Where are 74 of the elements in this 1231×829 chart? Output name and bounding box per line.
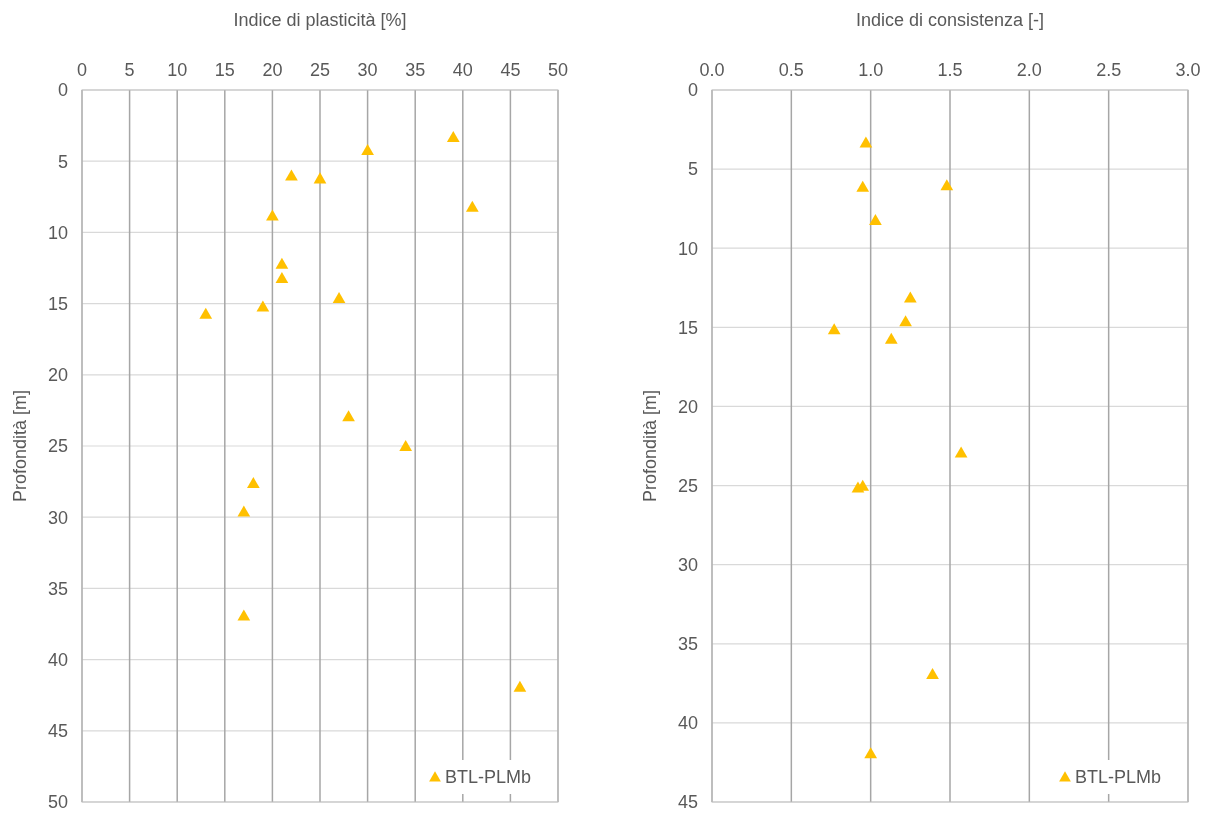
y-tick-label: 35 <box>677 634 698 655</box>
x-tick-label: 2.0 <box>1016 60 1042 80</box>
y-tick-label: 35 <box>47 578 68 599</box>
y-axis-title: Profondità [m] <box>10 389 30 503</box>
y-tick-label: 45 <box>677 792 698 813</box>
point <box>361 143 374 155</box>
point <box>513 680 527 692</box>
point <box>285 169 298 181</box>
x-tick-label: 5 <box>124 60 135 80</box>
point <box>827 323 841 335</box>
y-tick-label: 50 <box>47 792 68 813</box>
point <box>399 440 413 452</box>
point <box>247 477 260 489</box>
x-tick-label: 25 <box>309 60 331 80</box>
point <box>266 209 279 221</box>
x-axis-title: Indice di plasticità [%] <box>233 10 407 30</box>
y-tick-label: 5 <box>57 151 68 172</box>
y-tick-label: 20 <box>47 365 68 386</box>
point <box>332 291 346 303</box>
y-tick-label: 10 <box>677 238 698 259</box>
y-tick-label: 20 <box>677 396 698 417</box>
point <box>342 410 355 422</box>
x-tick-label: 15 <box>214 60 235 80</box>
point <box>275 272 289 284</box>
legend-label: BTL-PLMb <box>445 767 532 787</box>
y-tick-label: 45 <box>47 721 68 742</box>
y-tick-label: 30 <box>677 554 698 575</box>
x-axis-title: Indice di consistenza [-] <box>855 10 1045 30</box>
y-tick-label: 25 <box>47 436 68 457</box>
y-tick-label: 0 <box>687 80 698 101</box>
point <box>275 257 289 269</box>
point <box>465 200 479 212</box>
point <box>940 179 954 191</box>
point <box>884 332 898 344</box>
point <box>859 136 873 148</box>
y-tick-label: 10 <box>47 222 68 243</box>
x-tick-label: 40 <box>452 60 473 80</box>
y-axis-title: Profondità [m] <box>640 389 660 503</box>
x-tick-label: 50 <box>547 60 569 80</box>
x-tick-label: 20 <box>262 60 283 80</box>
point <box>313 172 327 184</box>
point <box>869 213 882 225</box>
y-tick-label: 15 <box>47 293 68 314</box>
x-tick-label: 30 <box>357 60 378 80</box>
point <box>903 291 917 303</box>
point <box>856 180 870 192</box>
point <box>199 307 213 319</box>
point <box>926 668 939 680</box>
point <box>851 481 865 493</box>
x-tick-label: 1.5 <box>937 60 963 80</box>
y-tick-label: 30 <box>47 507 68 528</box>
y-tick-label: 40 <box>677 713 698 734</box>
point <box>256 300 270 312</box>
y-tick-label: 15 <box>677 317 698 338</box>
x-tick-label: 0.0 <box>699 60 725 80</box>
x-tick-label: 1.0 <box>858 60 884 80</box>
x-tick-label: 0.5 <box>778 60 804 80</box>
point <box>899 315 912 327</box>
y-tick-label: 5 <box>687 159 698 180</box>
x-tick-label: 45 <box>500 60 521 80</box>
point <box>446 131 460 143</box>
x-tick-label: 10 <box>167 60 188 80</box>
x-tick-label: 0 <box>76 60 88 80</box>
x-tick-label: 3.0 <box>1175 60 1201 80</box>
point <box>237 609 251 621</box>
legend-label: BTL-PLMb <box>1075 767 1162 787</box>
y-tick-label: 40 <box>47 649 68 670</box>
y-tick-label: 0 <box>57 80 68 101</box>
x-tick-label: 2.5 <box>1096 60 1122 80</box>
x-tick-label: 35 <box>405 60 426 80</box>
point <box>864 747 878 759</box>
point <box>954 446 968 458</box>
y-tick-label: 25 <box>677 475 698 496</box>
point <box>237 505 251 517</box>
